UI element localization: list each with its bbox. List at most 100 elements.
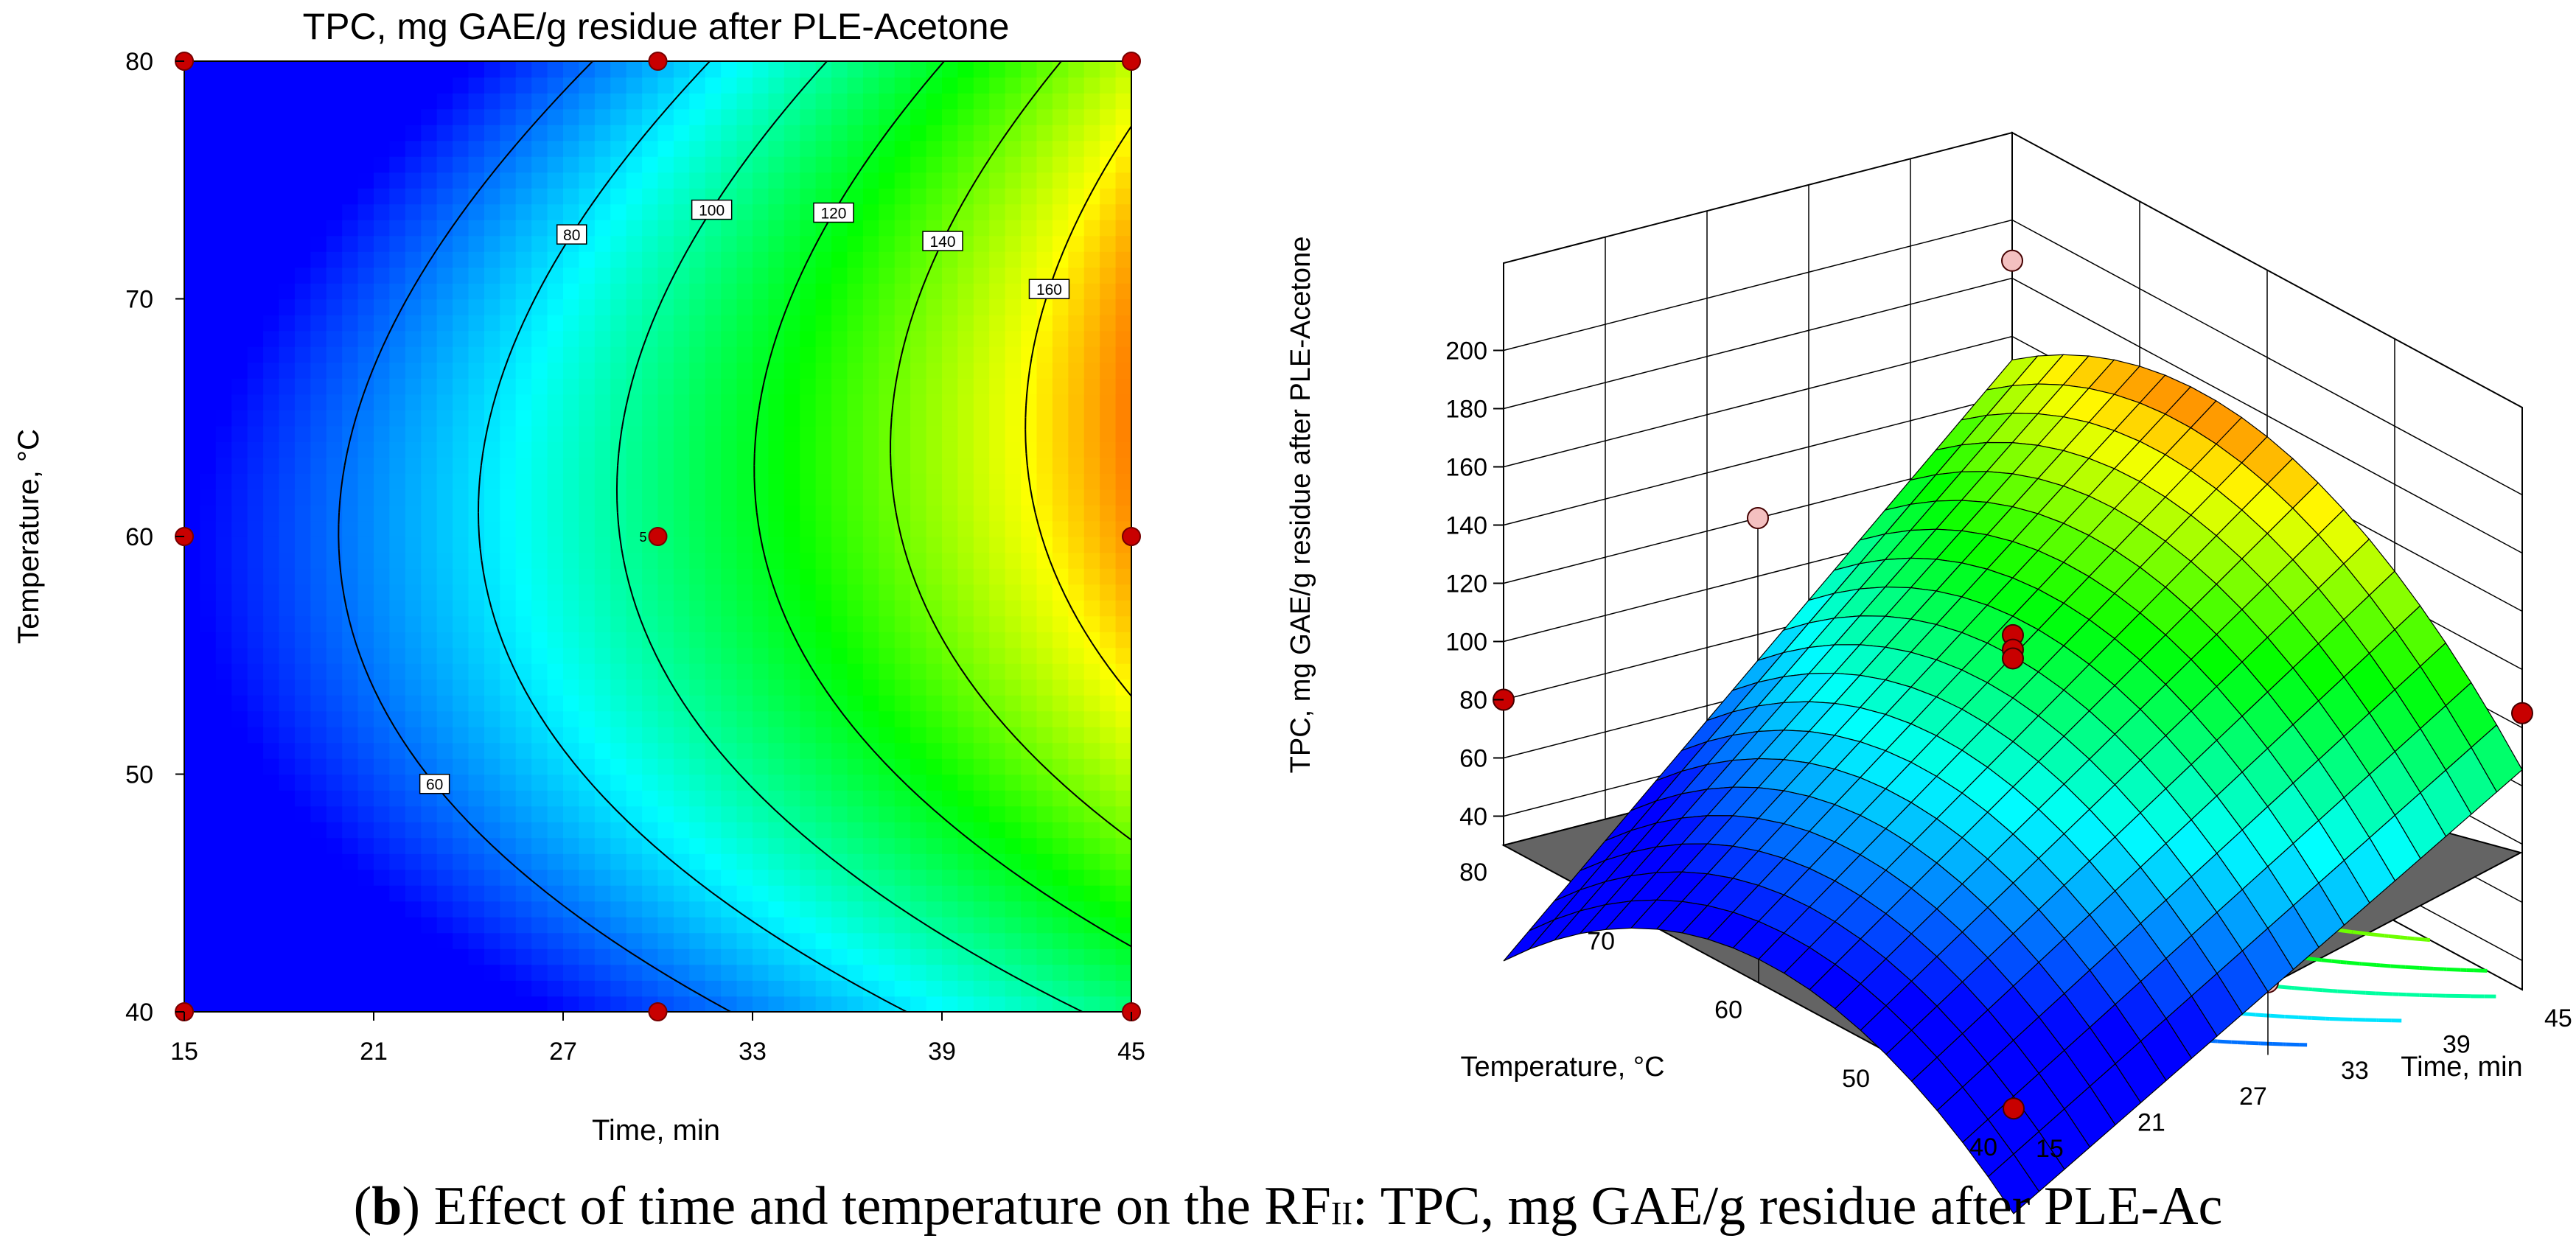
contour-cell <box>721 425 738 442</box>
contour-label-100: 100 <box>699 203 725 220</box>
contour-cell <box>942 441 959 458</box>
contour-cell <box>673 441 691 458</box>
contour-cell <box>831 885 848 902</box>
contour-cell <box>231 948 248 965</box>
contour-cell <box>831 600 848 617</box>
contour-cell <box>1100 679 1117 696</box>
contour-cell <box>279 188 296 205</box>
contour-cell <box>1005 710 1022 727</box>
contour-cell <box>1100 505 1117 522</box>
contour-cell <box>736 77 753 94</box>
contour-cell <box>310 457 327 474</box>
contour-cell <box>1115 901 1132 917</box>
contour-cell <box>279 267 296 284</box>
contour-cell <box>626 457 643 474</box>
contour-cell <box>453 615 470 632</box>
contour-cell <box>815 710 832 727</box>
contour-cell <box>453 77 470 94</box>
contour-cell <box>626 996 643 1013</box>
contour-cell <box>910 108 927 125</box>
contour-line-80 <box>554 738 564 750</box>
contour-cell <box>847 235 864 252</box>
contour-cell <box>263 489 280 506</box>
contour-cell <box>1005 473 1022 490</box>
floor-contour-100 <box>2337 989 2352 994</box>
contour-cell <box>815 140 832 157</box>
contour-cell <box>657 552 674 569</box>
contour-cell <box>279 505 296 522</box>
contour-line-80 <box>823 965 836 974</box>
contour-cell <box>453 267 470 284</box>
contour-cell <box>310 774 327 791</box>
contour-cell <box>436 822 453 839</box>
contour-cell <box>184 948 201 965</box>
contour-line-160 <box>1099 654 1109 667</box>
contour-cell <box>357 267 374 284</box>
contour-line-140 <box>988 706 996 716</box>
contour-cell <box>563 425 580 442</box>
contour-cell <box>294 251 312 268</box>
contour-line-120 <box>872 749 884 762</box>
contour-cell <box>484 615 501 632</box>
contour-cell <box>1083 536 1100 553</box>
contour-cell <box>957 108 974 125</box>
contour-cell <box>547 964 564 981</box>
contour-cell <box>1068 77 1085 94</box>
contour-cell <box>879 837 896 854</box>
contour-cell <box>279 346 296 363</box>
contour-cell <box>610 932 627 949</box>
contour-cell <box>910 679 927 696</box>
contour-cell <box>894 425 911 442</box>
contour-cell <box>200 267 217 284</box>
contour-cell <box>547 980 564 997</box>
contour-line-100 <box>699 726 706 734</box>
contour-cell <box>1068 410 1085 427</box>
contour-cell <box>1068 822 1085 839</box>
contour-cell <box>389 885 406 902</box>
contour-cell <box>721 837 738 854</box>
contour-line-80 <box>666 856 671 860</box>
contour-line-100 <box>657 298 663 310</box>
contour-line-100 <box>1024 981 1036 989</box>
contour-cell <box>879 727 896 744</box>
contour-heatmap <box>184 61 1132 1013</box>
contour-cell <box>200 188 217 205</box>
contour-cell <box>594 505 612 522</box>
contour-cell <box>484 948 501 965</box>
contour-cell <box>800 457 817 474</box>
contour-cell <box>310 663 327 680</box>
contour-line-80 <box>540 274 548 287</box>
contour-cell <box>1005 805 1022 822</box>
contour-cell <box>831 790 848 807</box>
contour-cell <box>436 600 453 617</box>
contour-cell <box>815 948 832 965</box>
contour-cell <box>879 156 896 173</box>
contour-line-100 <box>633 601 638 609</box>
contour-cell <box>231 552 248 569</box>
contour-cell <box>453 235 470 252</box>
contour-cell <box>673 108 691 125</box>
contour-cell <box>1115 473 1132 490</box>
contour-cell <box>515 632 532 649</box>
contour-cell <box>453 378 470 395</box>
contour-cell <box>657 457 674 474</box>
contour-cell <box>957 203 974 220</box>
contour-cell <box>436 330 453 347</box>
contour-cell <box>342 267 359 284</box>
contour-cell <box>831 425 848 442</box>
contour-cell <box>736 885 753 902</box>
contour-cell <box>468 615 485 632</box>
contour-cell <box>453 822 470 839</box>
contour-cell <box>926 774 943 791</box>
contour-line-60 <box>574 72 582 80</box>
contour-cell <box>879 283 896 300</box>
contour-cell <box>468 125 485 141</box>
contour-cell <box>263 410 280 427</box>
contour-cell <box>1036 647 1053 664</box>
contour-cell <box>326 774 343 791</box>
contour-cell <box>957 790 974 807</box>
contour-cell <box>326 125 343 141</box>
contour-cell <box>879 188 896 205</box>
contour-cell <box>563 853 580 870</box>
contour-cell <box>753 188 769 205</box>
